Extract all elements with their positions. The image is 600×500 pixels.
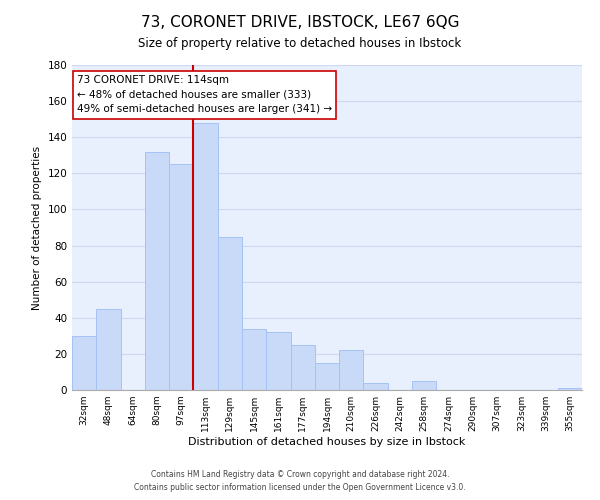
Bar	[315, 363, 339, 390]
Text: Contains HM Land Registry data © Crown copyright and database right 2024.
Contai: Contains HM Land Registry data © Crown c…	[134, 470, 466, 492]
Bar	[339, 350, 364, 390]
Text: 73, CORONET DRIVE, IBSTOCK, LE67 6QG: 73, CORONET DRIVE, IBSTOCK, LE67 6QG	[141, 15, 459, 30]
Bar	[169, 164, 193, 390]
Bar	[290, 345, 315, 390]
Bar	[558, 388, 582, 390]
Bar	[218, 236, 242, 390]
X-axis label: Distribution of detached houses by size in Ibstock: Distribution of detached houses by size …	[188, 437, 466, 447]
Text: 73 CORONET DRIVE: 114sqm
← 48% of detached houses are smaller (333)
49% of semi-: 73 CORONET DRIVE: 114sqm ← 48% of detach…	[77, 74, 332, 114]
Bar	[96, 308, 121, 390]
Bar	[72, 336, 96, 390]
Bar	[242, 328, 266, 390]
Bar	[364, 383, 388, 390]
Bar	[412, 381, 436, 390]
Bar	[145, 152, 169, 390]
Bar	[266, 332, 290, 390]
Y-axis label: Number of detached properties: Number of detached properties	[32, 146, 42, 310]
Text: Size of property relative to detached houses in Ibstock: Size of property relative to detached ho…	[139, 38, 461, 51]
Bar	[193, 123, 218, 390]
